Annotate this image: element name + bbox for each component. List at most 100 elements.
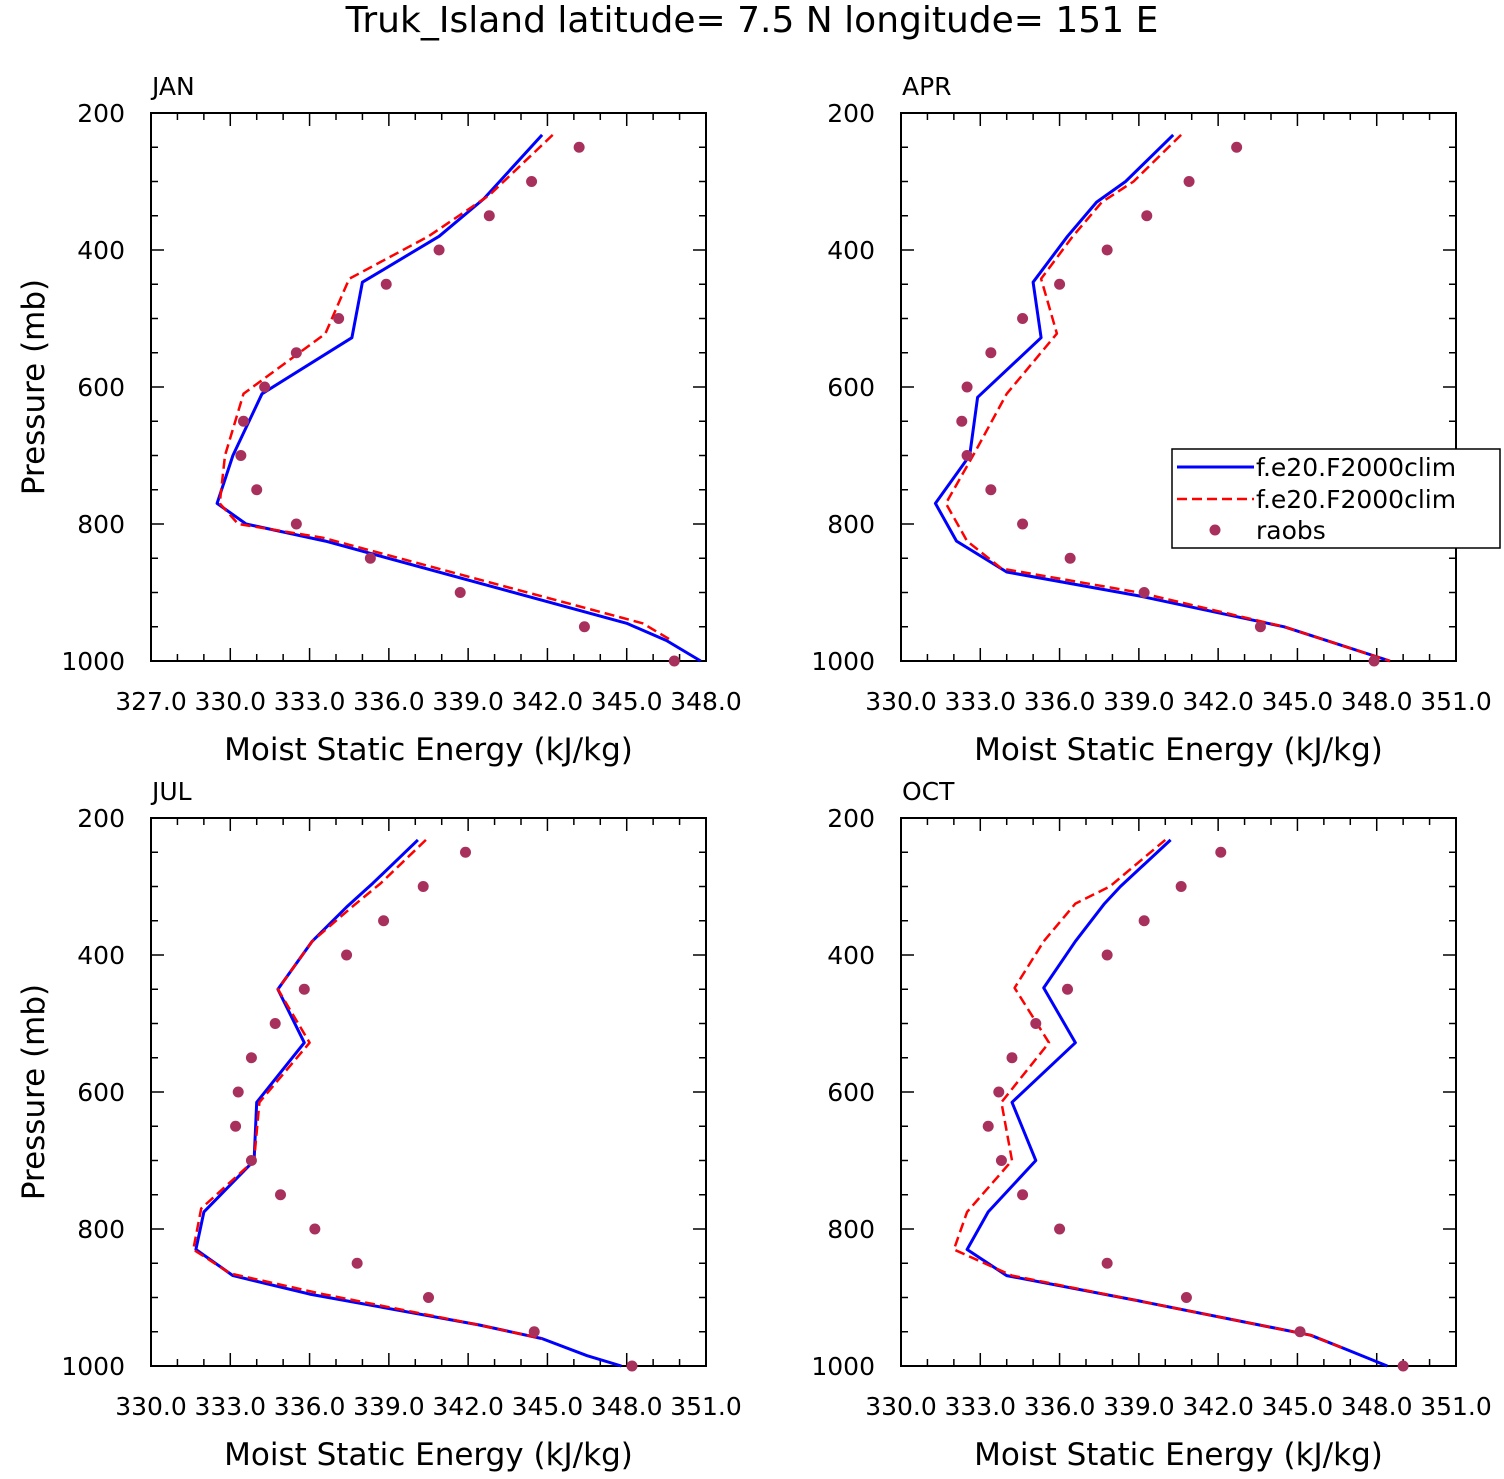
panel-label-apr: APR — [902, 72, 952, 101]
y-tick-label: 800 — [827, 1215, 875, 1244]
panel-label-jan: JAN — [150, 72, 195, 101]
legend-label-solid: f.e20.F2000clim — [1256, 453, 1456, 482]
raobs-point — [341, 949, 353, 961]
panel-label-oct: OCT — [902, 777, 955, 806]
x-tick-label: 342.0 — [1182, 687, 1254, 716]
raobs-point — [333, 313, 345, 324]
raobs-point — [251, 484, 263, 496]
x-tick-label: 348.0 — [670, 687, 742, 716]
raobs-point — [235, 450, 247, 461]
raobs-point — [1054, 278, 1066, 290]
raobs-point — [1101, 1257, 1113, 1269]
raobs-point — [961, 450, 973, 461]
panel-oct: 330.0 333.0 336.0 339.0 342.0 345.0 348.0 351.0… — [811, 777, 1491, 1473]
raobs-point — [626, 1360, 638, 1372]
raobs-point — [245, 1155, 257, 1166]
raobs-point — [1030, 1018, 1042, 1029]
x-tick-label: 348.0 — [1341, 687, 1413, 716]
x-tick-label: 348.0 — [1341, 1392, 1413, 1421]
x-axis-title: Moist Static Energy (kJ/kg) — [224, 732, 633, 768]
raobs-point — [995, 1155, 1007, 1166]
y-tick-label: 600 — [827, 373, 875, 402]
panel-jan: 327.0 330.0 333.0 336.0 339.0 342.0 345.0 348.0… — [16, 72, 742, 768]
raobs-point — [1101, 244, 1113, 256]
x-tick-label: 345.0 — [1262, 1392, 1334, 1421]
series-line-dashed — [952, 838, 1346, 1351]
panel-label-jul: JUL — [150, 777, 192, 806]
raobs-point — [1183, 176, 1195, 187]
legend-label-raobs: raobs — [1256, 516, 1326, 545]
raobs-point — [526, 176, 538, 187]
raobs-point — [230, 1120, 242, 1132]
figure-title: Truk_Island latitude= 7.5 N longitude= 1… — [345, 0, 1159, 41]
y-axis-title: Pressure (mb) — [16, 279, 52, 495]
y-tick-label: 200 — [77, 99, 125, 128]
series-line-solid — [194, 838, 622, 1368]
raobs-point — [1368, 655, 1380, 667]
raobs-point — [985, 484, 997, 496]
y-tick-label: 400 — [827, 941, 875, 970]
y-tick-label: 600 — [827, 1078, 875, 1107]
x-tick-label: 345.0 — [512, 1392, 584, 1421]
panel-jul: 330.0 333.0 336.0 339.0 342.0 345.0 348.0 351.0… — [16, 777, 742, 1473]
raobs-point — [1215, 846, 1227, 858]
x-tick-label: 342.0 — [1182, 1392, 1254, 1421]
raobs-point — [1397, 1360, 1409, 1372]
x-tick-label: 336.0 — [353, 687, 425, 716]
series-line-dashed — [192, 838, 543, 1340]
x-tick-label: 330.0 — [115, 1392, 187, 1421]
raobs-point — [1138, 587, 1150, 598]
legend-marker-raobs — [1209, 524, 1221, 536]
raobs-point — [460, 846, 471, 858]
y-tick-label: 600 — [77, 1078, 125, 1107]
x-axis-title: Moist Static Energy (kJ/kg) — [224, 1437, 633, 1473]
raobs-point — [290, 347, 302, 359]
x-tick-label: 351.0 — [670, 1392, 742, 1421]
y-tick-label: 400 — [77, 941, 125, 970]
raobs-point — [573, 141, 585, 153]
x-tick-label: 342.0 — [432, 1392, 504, 1421]
x-tick-label: 333.0 — [944, 1392, 1016, 1421]
x-tick-label: 330.0 — [865, 1392, 937, 1421]
raobs-point — [1101, 949, 1113, 961]
x-tick-label: 345.0 — [591, 687, 663, 716]
raobs-point — [1294, 1326, 1306, 1338]
raobs-point — [290, 518, 302, 530]
raobs-point — [1180, 1292, 1192, 1303]
plot-frame — [900, 817, 1457, 1367]
y-tick-label: 800 — [77, 1215, 125, 1244]
x-tick-label: 339.0 — [353, 1392, 425, 1421]
raobs-point — [351, 1257, 363, 1269]
raobs-point — [1017, 313, 1029, 324]
x-tick-label: 345.0 — [1262, 687, 1334, 716]
x-tick-label: 351.0 — [1420, 687, 1492, 716]
series-line-dashed — [944, 134, 1391, 663]
x-axis-title: Moist Static Energy (kJ/kg) — [974, 1437, 1383, 1473]
y-tick-label: 600 — [77, 373, 125, 402]
x-tick-label: 348.0 — [591, 1392, 663, 1421]
y-tick-label: 400 — [827, 236, 875, 265]
series-line-solid — [965, 838, 1388, 1368]
x-tick-label: 351.0 — [1420, 1392, 1492, 1421]
raobs-point — [528, 1326, 540, 1338]
raobs-point — [380, 278, 392, 290]
raobs-point — [668, 655, 680, 667]
raobs-point — [1138, 915, 1150, 927]
raobs-point — [1017, 1189, 1029, 1201]
y-tick-label: 1000 — [811, 647, 875, 676]
x-tick-label: 330.0 — [194, 687, 266, 716]
raobs-point — [269, 1018, 281, 1029]
plot-frame — [900, 112, 1457, 662]
raobs-point — [985, 347, 997, 359]
x-tick-label: 333.0 — [194, 1392, 266, 1421]
y-tick-label: 1000 — [61, 1352, 125, 1381]
raobs-point — [417, 881, 429, 892]
raobs-point — [238, 415, 249, 427]
panel-apr: 330.0 333.0 336.0 339.0 342.0 345.0 348.0 351.0… — [811, 72, 1491, 768]
legend: f.e20.F2000clim f.e20.F2000clim raobs — [1171, 448, 1501, 549]
x-tick-label: 333.0 — [274, 687, 346, 716]
x-tick-label: 339.0 — [1103, 1392, 1175, 1421]
plot-frame — [150, 112, 707, 662]
series-line-solid — [215, 133, 702, 663]
raobs-point — [1062, 983, 1073, 995]
